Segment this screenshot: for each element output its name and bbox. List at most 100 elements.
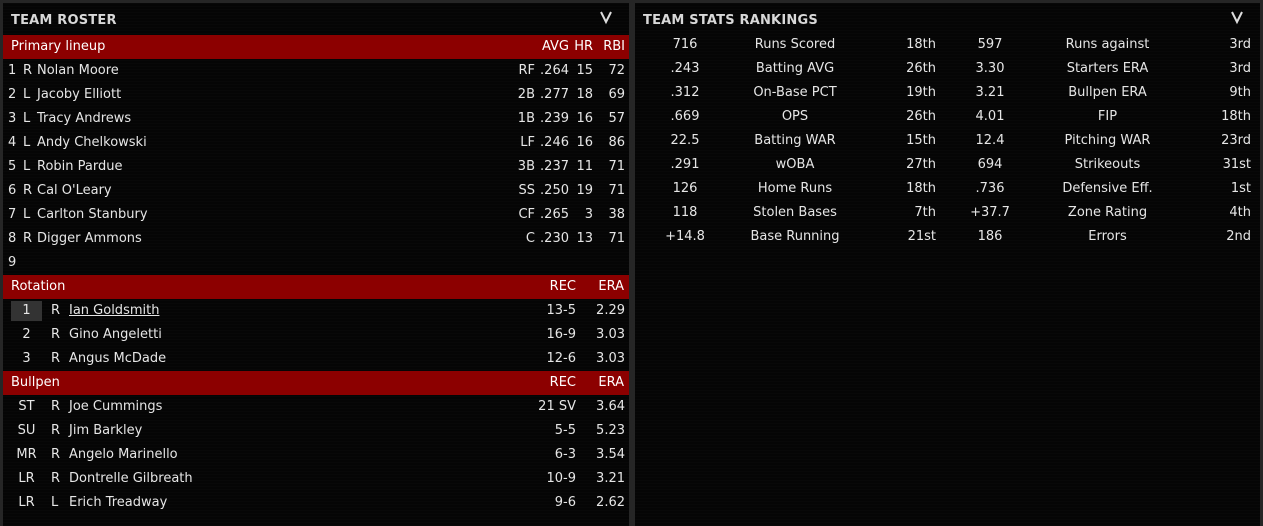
stat-rank: 3rd	[1229, 61, 1251, 76]
bullpen-role: LR	[18, 495, 35, 510]
batting-avg: .265	[540, 207, 569, 222]
home-runs: 11	[576, 159, 593, 174]
home-runs: 18	[576, 87, 593, 102]
position: 1B	[517, 111, 535, 126]
stat-label: Strikeouts	[1074, 157, 1141, 172]
stat-label: On-Base PCT	[753, 85, 837, 100]
home-runs: 15	[576, 63, 593, 78]
rotation-row[interactable]: 3 R Angus McDade 12-6 3.03	[3, 347, 629, 371]
handedness: L	[23, 159, 31, 174]
stats-row: 118 Stolen Bases 7th +37.7 Zone Rating 4th	[635, 203, 1260, 227]
era: 5.23	[596, 423, 625, 438]
stat-rank: 2nd	[1226, 229, 1251, 244]
team-stats-panel: TEAM STATS RANKINGS 716 Runs Scored 18th 59…	[635, 3, 1260, 526]
player-name[interactable]: Nolan Moore	[37, 63, 119, 78]
pitcher-name[interactable]: Dontrelle Gilbreath	[69, 471, 193, 486]
handedness: L	[23, 87, 31, 102]
home-runs: 3	[584, 207, 593, 222]
stat-value: .312	[670, 85, 700, 100]
pitcher-name[interactable]: Erich Treadway	[69, 495, 168, 510]
stat-value: 3.30	[975, 61, 1005, 76]
home-runs: 13	[576, 231, 593, 246]
handedness: L	[23, 111, 31, 126]
stat-value: 716	[672, 37, 698, 52]
batting-avg: .277	[540, 87, 569, 102]
record: 12-6	[546, 351, 576, 366]
stat-value: 597	[977, 37, 1003, 52]
lineup-row[interactable]: 4 L Andy Chelkowski LF .246 16 86	[3, 131, 629, 155]
player-name[interactable]: Carlton Stanbury	[37, 207, 148, 222]
stat-label: OPS	[781, 109, 809, 124]
stats-row: 126 Home Runs 18th .736 Defensive Eff. 1st	[635, 179, 1260, 203]
lineup-row[interactable]: 9	[3, 251, 629, 275]
lineup-row[interactable]: 2 L Jacoby Elliott 2B .277 18 69	[3, 83, 629, 107]
player-name[interactable]: Robin Pardue	[37, 159, 123, 174]
handedness: L	[51, 495, 59, 510]
pitcher-name[interactable]: Jim Barkley	[69, 423, 143, 438]
bullpen-title: Bullpen	[11, 375, 60, 390]
pitcher-name[interactable]: Angelo Marinello	[69, 447, 178, 462]
rotation-slot: 1	[22, 303, 31, 318]
lineup-row[interactable]: 3 L Tracy Andrews 1B .239 16 57	[3, 107, 629, 131]
lineup-row[interactable]: 5 L Robin Pardue 3B .237 11 71	[3, 155, 629, 179]
stat-rank: 15th	[906, 133, 936, 148]
bullpen-row[interactable]: SU R Jim Barkley 5-5 5.23	[3, 419, 629, 443]
stat-value: .736	[975, 181, 1005, 196]
stat-rank: 21st	[907, 229, 936, 244]
stat-rank: 3rd	[1229, 37, 1251, 52]
team-roster-header: TEAM ROSTER	[3, 3, 629, 35]
bullpen-role: LR	[18, 471, 35, 486]
batting-avg: .264	[540, 63, 569, 78]
rec-column-header[interactable]: REC	[549, 375, 576, 390]
avg-column-header[interactable]: AVG	[541, 39, 569, 54]
player-name[interactable]: Tracy Andrews	[37, 111, 132, 126]
bullpen-row[interactable]: LR R Dontrelle Gilbreath 10-9 3.21	[3, 467, 629, 491]
stat-label: Pitching WAR	[1064, 133, 1151, 148]
rbi: 57	[608, 111, 625, 126]
record: 16-9	[546, 327, 576, 342]
position: LF	[520, 135, 535, 150]
stats-list: 716 Runs Scored 18th 597 Runs against 3rd .243…	[635, 35, 1260, 251]
rotation-row[interactable]: 2 R Gino Angeletti 16-9 3.03	[3, 323, 629, 347]
rotation-header: Rotation REC ERA	[3, 275, 629, 299]
lineup-row[interactable]: 8 R Digger Ammons C .230 13 71	[3, 227, 629, 251]
stat-label: Base Running	[750, 229, 840, 244]
pitcher-name[interactable]: Ian Goldsmith	[69, 303, 160, 318]
rec-column-header[interactable]: REC	[549, 279, 576, 294]
batting-order: 6	[8, 183, 17, 198]
team-stats-header: TEAM STATS RANKINGS	[635, 3, 1260, 35]
home-runs: 16	[576, 111, 593, 126]
rotation-slot: 3	[22, 351, 31, 366]
rotation-title: Rotation	[11, 279, 66, 294]
stat-value: 118	[672, 205, 698, 220]
handedness: R	[23, 231, 33, 246]
bullpen-row[interactable]: ST R Joe Cummings 21 SV 3.64	[3, 395, 629, 419]
record: 21 SV	[538, 399, 576, 414]
era-column-header[interactable]: ERA	[598, 375, 624, 390]
player-name[interactable]: Jacoby Elliott	[37, 87, 122, 102]
stat-rank: 26th	[906, 61, 936, 76]
hr-column-header[interactable]: HR	[574, 39, 593, 54]
stat-label: Batting WAR	[754, 133, 836, 148]
stat-value: 4.01	[975, 109, 1005, 124]
player-name[interactable]: Cal O'Leary	[37, 183, 112, 198]
rbi-column-header[interactable]: RBI	[603, 39, 625, 54]
handedness: R	[51, 327, 61, 342]
handedness: R	[51, 471, 61, 486]
pitcher-name[interactable]: Joe Cummings	[69, 399, 163, 414]
lineup-row[interactable]: 6 R Cal O'Leary SS .250 19 71	[3, 179, 629, 203]
pitcher-name[interactable]: Gino Angeletti	[69, 327, 162, 342]
stats-row: .669 OPS 26th 4.01 FIP 18th	[635, 107, 1260, 131]
chevron-down-icon[interactable]	[1230, 9, 1244, 25]
era-column-header[interactable]: ERA	[598, 279, 624, 294]
lineup-row[interactable]: 1 R Nolan Moore RF .264 15 72	[3, 59, 629, 83]
lineup-row[interactable]: 7 L Carlton Stanbury CF .265 3 38	[3, 203, 629, 227]
player-name[interactable]: Andy Chelkowski	[37, 135, 147, 150]
bullpen-row[interactable]: LR L Erich Treadway 9-6 2.62	[3, 491, 629, 515]
bullpen-row[interactable]: MR R Angelo Marinello 6-3 3.54	[3, 443, 629, 467]
pitcher-name[interactable]: Angus McDade	[69, 351, 167, 366]
chevron-down-icon[interactable]	[599, 9, 613, 25]
bullpen-role: MR	[16, 447, 37, 462]
rotation-row[interactable]: 1 R Ian Goldsmith 13-5 2.29	[3, 299, 629, 323]
player-name[interactable]: Digger Ammons	[37, 231, 142, 246]
